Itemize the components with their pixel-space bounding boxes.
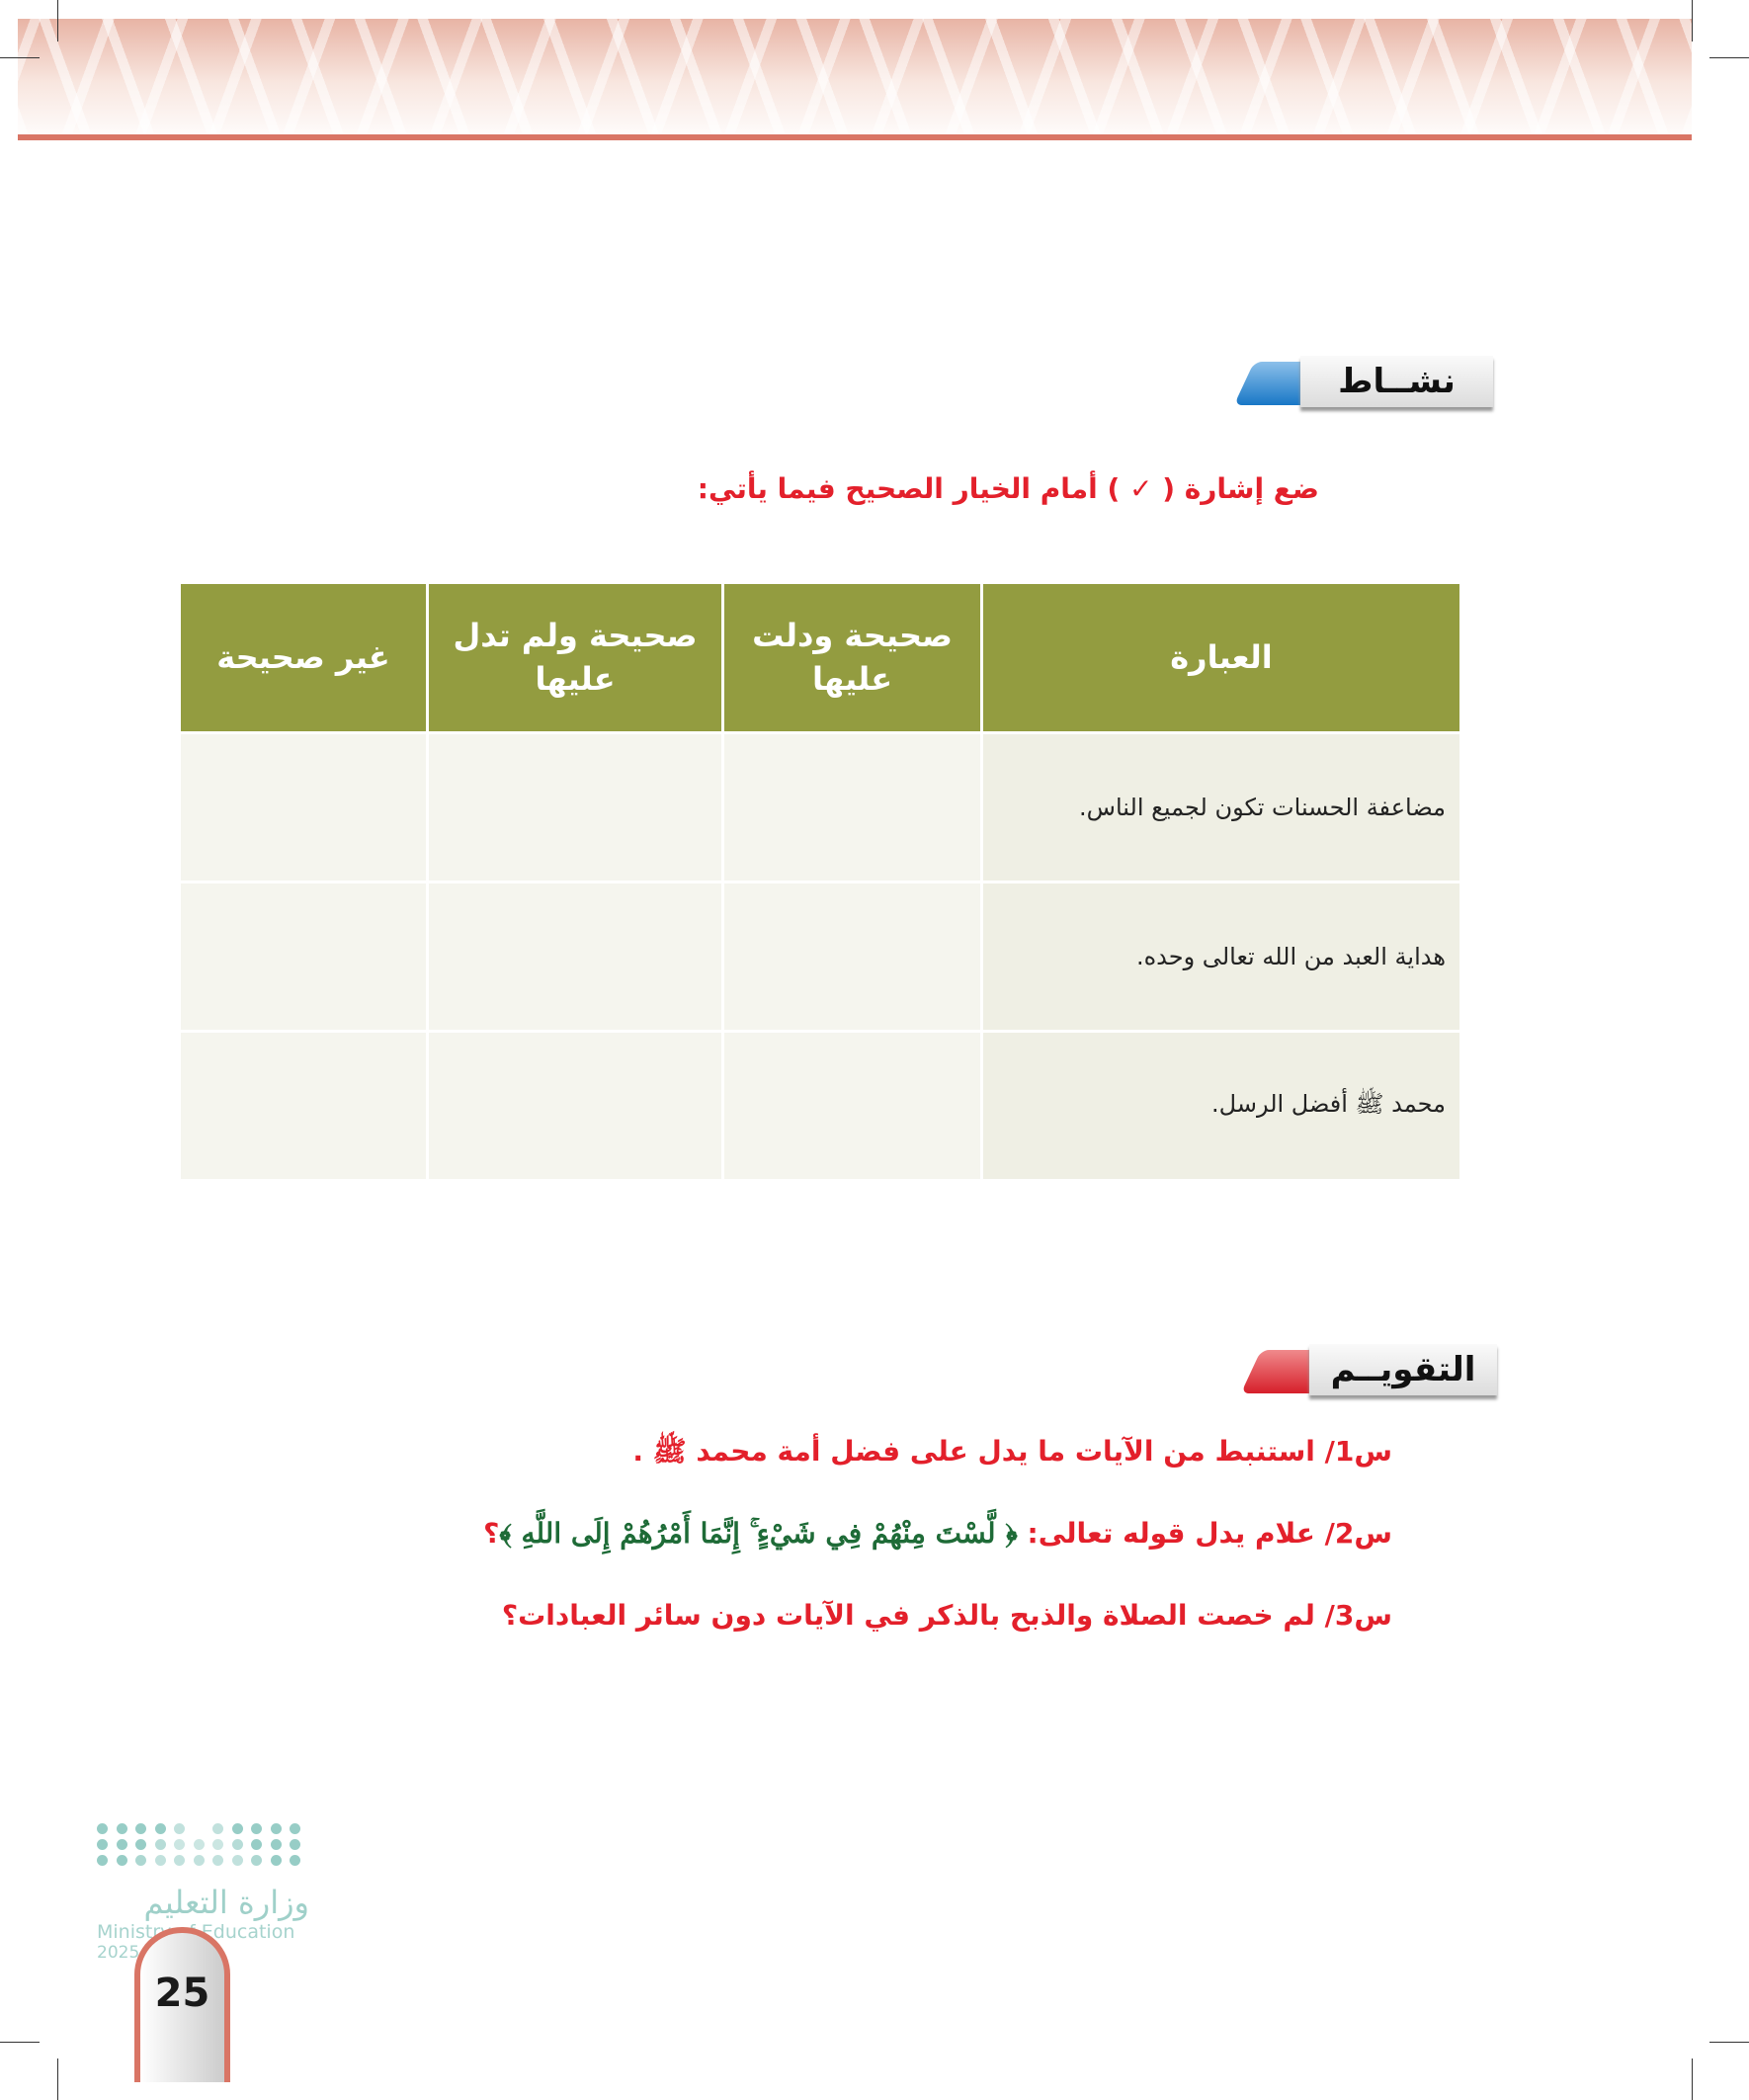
answer-cell[interactable] — [178, 731, 429, 883]
question-2: س2/ علام يدل قوله تعالى: ﴿ لَّسْتَ مِنْه… — [483, 1517, 1392, 1551]
header-correct-indicated: صحيحة ودلت عليها — [721, 581, 983, 734]
crop-mark — [57, 0, 58, 42]
header-incorrect: غير صحيحة — [178, 581, 429, 734]
crop-mark — [0, 57, 40, 58]
crop-mark — [0, 2042, 40, 2043]
header-statement: العبارة — [980, 581, 1462, 734]
answer-cell[interactable] — [426, 1030, 724, 1182]
header-banner — [18, 19, 1692, 134]
table-row: مضاعفة الحسنات تكون لجميع الناس. — [178, 731, 1462, 883]
quran-verse: ﴿ لَّسْتَ مِنْهُمْ فِي شَيْءٍ ۚ إِنَّمَا… — [499, 1517, 1018, 1550]
activity-section-tab: نشــاط — [1233, 356, 1493, 411]
statement-cell: مضاعفة الحسنات تكون لجميع الناس. — [980, 731, 1462, 883]
answer-cell[interactable] — [721, 1030, 983, 1182]
logo-arabic: وزارة التعليم — [143, 1884, 309, 1921]
crop-mark — [1709, 2042, 1749, 2043]
header-divider — [18, 134, 1692, 140]
evaluation-title: التقويــم — [1309, 1344, 1497, 1395]
answer-cell[interactable] — [426, 731, 724, 883]
question-3: س3/ لم خصت الصلاة والذبح بالذكر في الآيا… — [501, 1599, 1392, 1632]
statement-cell: محمد ﷺ أفضل الرسل. — [980, 1030, 1462, 1182]
question-mark: ؟ — [483, 1517, 500, 1550]
crop-mark — [1692, 0, 1693, 42]
statement-cell: هداية العبد من الله تعالى وحده. — [980, 881, 1462, 1033]
activity-title: نشــاط — [1300, 356, 1493, 407]
logo-dots-icon — [97, 1823, 304, 1866]
header-correct-not-indicated: صحيحة ولم تدل عليها — [426, 581, 724, 734]
evaluation-section-tab: التقويــم — [1240, 1344, 1497, 1399]
page-number-badge: 25 — [134, 1927, 230, 2082]
crop-mark — [1692, 2058, 1693, 2100]
crop-mark — [1709, 57, 1749, 58]
question-1: س1/ استنبط من الآيات ما يدل على فضل أمة … — [632, 1435, 1392, 1468]
table-header-row: العبارة صحيحة ودلت عليها صحيحة ولم تدل ع… — [178, 581, 1462, 734]
answer-cell[interactable] — [178, 881, 429, 1033]
crop-mark — [57, 2058, 58, 2100]
instruction-text: ضع إشارة ( ✓ ) أمام الخيار الصحيح فيما ي… — [697, 472, 1319, 505]
table-row: محمد ﷺ أفضل الرسل. — [178, 1030, 1462, 1182]
page-number: 25 — [154, 1971, 210, 2016]
question-2-text: س2/ علام يدل قوله تعالى: — [1017, 1517, 1392, 1550]
answer-cell[interactable] — [721, 881, 983, 1033]
table-row: هداية العبد من الله تعالى وحده. — [178, 881, 1462, 1033]
answer-cell[interactable] — [426, 881, 724, 1033]
answer-cell[interactable] — [178, 1030, 429, 1182]
answer-cell[interactable] — [721, 731, 983, 883]
answer-table: العبارة صحيحة ودلت عليها صحيحة ولم تدل ع… — [178, 581, 1462, 1182]
